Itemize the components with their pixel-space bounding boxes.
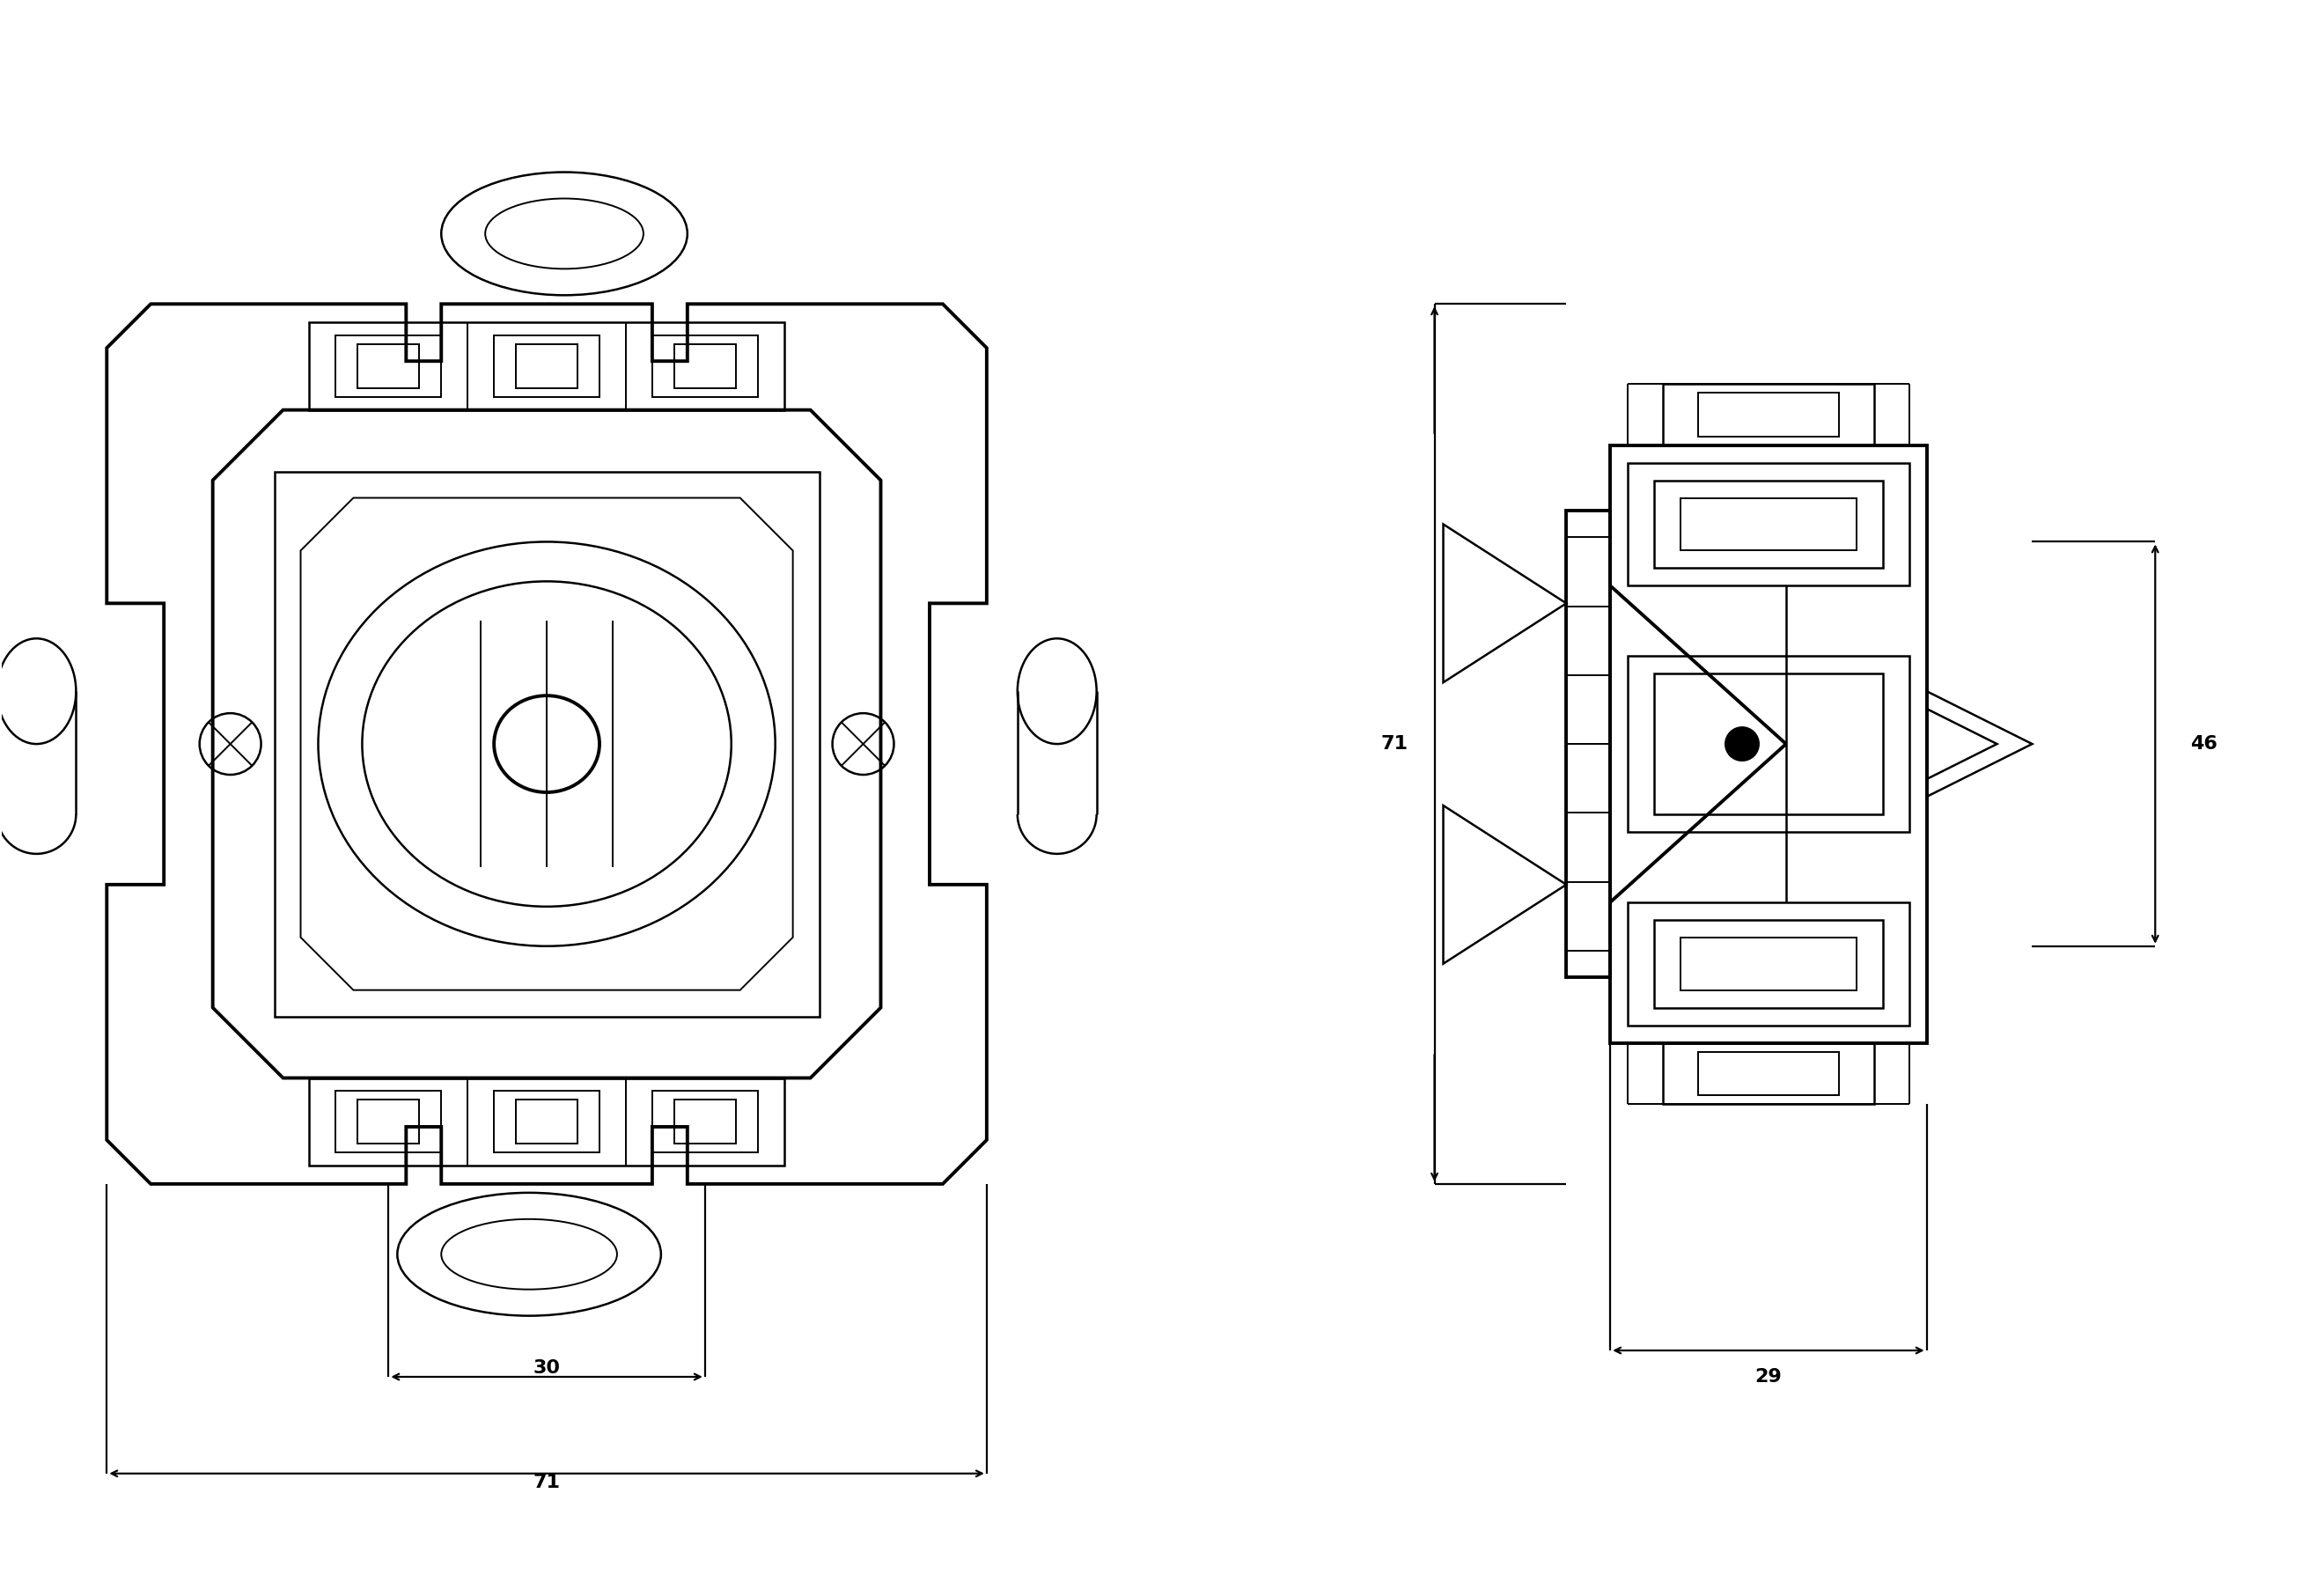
Bar [1566,512,1611,977]
Bar [1627,462,1908,586]
Bar [1664,383,1873,445]
Bar [653,1092,758,1152]
Bar [495,1092,600,1152]
Bar [309,323,783,410]
Bar [1655,674,1882,814]
Bar [335,335,442,397]
Bar [1680,938,1857,990]
Text: 30: 30 [532,1359,560,1376]
Bar [309,1077,783,1166]
Bar [1627,656,1908,833]
Bar [1627,903,1908,1025]
Bar [358,1100,418,1144]
Bar [358,345,418,388]
Bar [1664,1042,1873,1104]
Circle shape [1724,726,1759,761]
Text: 71: 71 [532,1473,560,1490]
Text: 29: 29 [1755,1368,1783,1386]
Text: 46: 46 [2189,736,2217,753]
Bar [335,1092,442,1152]
Bar [653,335,758,397]
Bar [495,335,600,397]
Bar [1699,392,1838,437]
Text: 71: 71 [1380,736,1408,753]
Bar [1611,445,1927,1042]
Bar [1680,497,1857,550]
Bar [674,1100,737,1144]
Bar [516,1100,576,1144]
Bar [1655,480,1882,569]
Bar [1699,1052,1838,1095]
Bar [1655,920,1882,1007]
Bar [516,345,576,388]
Bar [674,345,737,388]
Bar [274,472,820,1017]
